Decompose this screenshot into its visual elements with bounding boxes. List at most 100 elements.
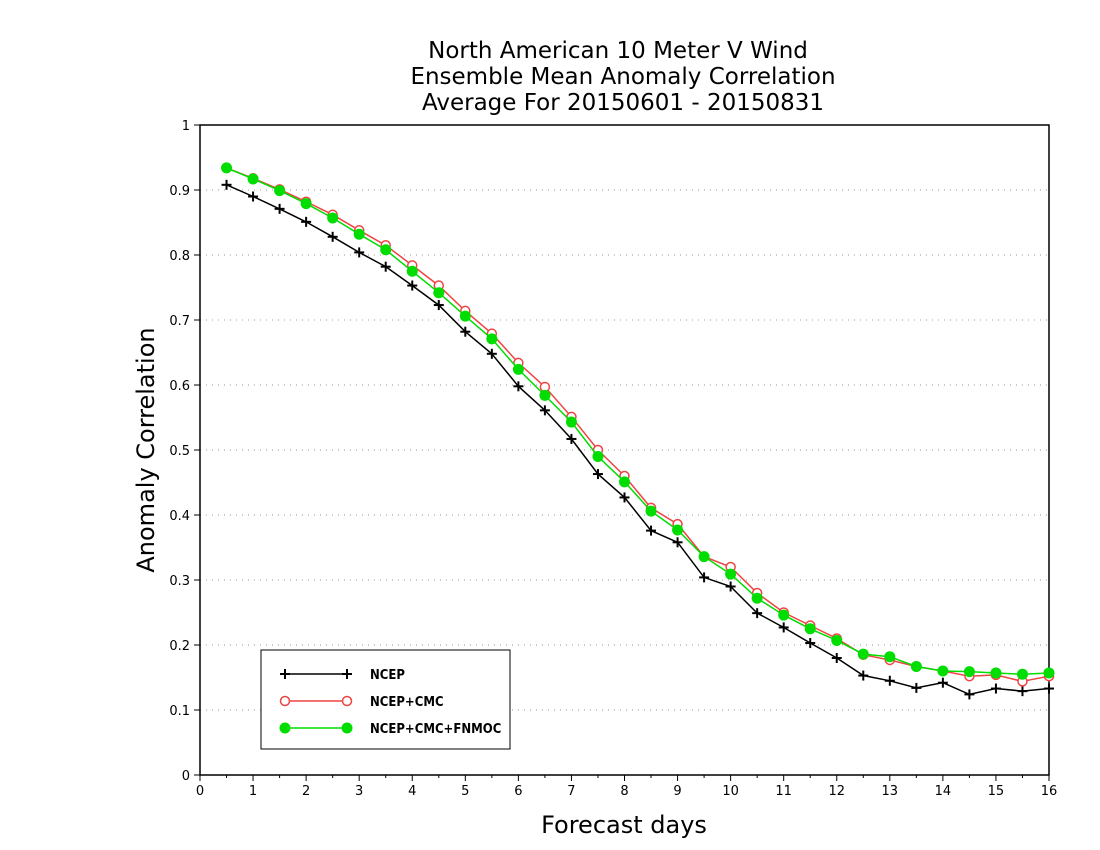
data-point bbox=[221, 179, 232, 190]
x-tick-label: 5 bbox=[461, 784, 469, 799]
series-line bbox=[226, 167, 1050, 683]
data-point bbox=[805, 638, 816, 649]
series-line bbox=[226, 167, 1050, 676]
legend-marker bbox=[341, 722, 353, 734]
legend-entry: NCEP+CMC+FNMOC bbox=[279, 722, 501, 737]
y-tick-label: 0.6 bbox=[169, 379, 190, 394]
data-point bbox=[937, 665, 949, 677]
x-tick-label: 10 bbox=[722, 784, 739, 799]
y-tick-label: 1 bbox=[182, 119, 190, 134]
legend-entry: NCEP+CMC bbox=[279, 695, 444, 710]
legend-marker bbox=[280, 669, 290, 679]
data-point bbox=[247, 173, 259, 185]
x-tick-label: 7 bbox=[567, 784, 575, 799]
series-2 bbox=[221, 162, 1055, 680]
legend-box bbox=[260, 649, 511, 750]
y-tick-label: 0.3 bbox=[169, 574, 190, 589]
data-point bbox=[646, 525, 657, 536]
data-point bbox=[725, 581, 736, 592]
data-point bbox=[221, 162, 233, 174]
data-point bbox=[911, 682, 922, 693]
chart-title: North American 10 Meter V Wind Ensemble … bbox=[410, 38, 835, 116]
x-tick-label: 2 bbox=[302, 784, 310, 799]
data-point bbox=[963, 666, 975, 678]
data-point bbox=[274, 203, 285, 214]
legend-label: NCEP+CMC bbox=[370, 695, 444, 710]
y-tick-label: 0 bbox=[182, 769, 190, 784]
data-point bbox=[459, 310, 471, 322]
legend-entry: NCEP bbox=[280, 668, 405, 683]
y-axis-title: Anomaly Correlation bbox=[132, 327, 160, 572]
data-point bbox=[380, 261, 391, 272]
data-point bbox=[725, 568, 737, 580]
data-point bbox=[248, 191, 259, 202]
y-tick-label: 0.8 bbox=[169, 249, 190, 264]
data-point bbox=[990, 683, 1001, 694]
data-point bbox=[433, 300, 444, 311]
data-point bbox=[513, 381, 524, 392]
data-point bbox=[1043, 667, 1055, 679]
y-tick-label: 0.9 bbox=[169, 184, 190, 199]
data-point bbox=[301, 216, 312, 227]
legend-marker bbox=[342, 669, 352, 679]
x-tick-label: 9 bbox=[673, 784, 681, 799]
chart-title-line-2: Ensemble Mean Anomaly Correlation bbox=[410, 64, 835, 90]
data-point bbox=[672, 537, 683, 548]
x-axis-title: Forecast days bbox=[541, 811, 707, 839]
data-point bbox=[672, 524, 684, 536]
legend-marker bbox=[279, 722, 291, 734]
data-point bbox=[433, 287, 445, 299]
data-point bbox=[990, 667, 1002, 679]
data-point bbox=[778, 622, 789, 633]
data-point bbox=[592, 469, 603, 480]
legend-label: NCEP bbox=[370, 668, 405, 683]
x-tick-label: 15 bbox=[988, 784, 1005, 799]
chart-title-line-3: Average For 20150601 - 20150831 bbox=[422, 90, 824, 116]
data-point bbox=[804, 623, 816, 635]
data-point bbox=[539, 405, 550, 416]
x-tick-label: 8 bbox=[620, 784, 628, 799]
data-point bbox=[354, 247, 365, 258]
x-tick-label: 13 bbox=[882, 784, 899, 799]
data-point bbox=[327, 231, 338, 242]
series-0 bbox=[221, 179, 1054, 700]
data-point bbox=[752, 608, 763, 619]
data-point bbox=[937, 677, 948, 688]
x-tick-label: 4 bbox=[408, 784, 416, 799]
data-point bbox=[512, 363, 524, 375]
data-point bbox=[566, 433, 577, 444]
data-point bbox=[964, 689, 975, 700]
data-point bbox=[1017, 686, 1028, 697]
data-point bbox=[539, 389, 551, 401]
x-tick-label: 16 bbox=[1041, 784, 1058, 799]
legend-label: NCEP+CMC+FNMOC bbox=[370, 722, 501, 737]
data-point bbox=[1044, 683, 1054, 694]
legend-marker bbox=[279, 695, 291, 707]
x-tick-label: 12 bbox=[828, 784, 845, 799]
data-point bbox=[327, 212, 339, 224]
data-point bbox=[884, 651, 896, 663]
data-point bbox=[1016, 668, 1028, 680]
y-tick-label: 0.1 bbox=[169, 704, 190, 719]
data-point bbox=[592, 451, 604, 462]
data-point bbox=[406, 265, 418, 277]
data-point bbox=[460, 326, 471, 337]
y-tick-label: 0.5 bbox=[169, 444, 190, 459]
data-point bbox=[274, 185, 286, 197]
x-tick-label: 11 bbox=[775, 784, 792, 799]
legend-marker bbox=[341, 695, 353, 707]
chart-title-line-1: North American 10 Meter V Wind bbox=[428, 38, 808, 64]
y-axis: 0 0.1 0.2 0.3 0.4 0.5 0.6 0.7 0.8 0.9 1 bbox=[169, 119, 200, 784]
data-point bbox=[831, 634, 843, 646]
x-axis: 0 1 2 3 4 5 6 7 8 9 10 11 12 13 14 15 16 bbox=[196, 775, 1057, 799]
data-point bbox=[407, 280, 418, 291]
data-point bbox=[858, 670, 869, 681]
data-point bbox=[300, 198, 312, 210]
y-tick-label: 0.4 bbox=[169, 509, 190, 524]
data-point bbox=[486, 348, 497, 359]
data-point bbox=[698, 551, 710, 563]
data-point bbox=[831, 653, 842, 663]
x-tick-label: 1 bbox=[249, 784, 257, 799]
x-tick-label: 6 bbox=[514, 784, 522, 799]
